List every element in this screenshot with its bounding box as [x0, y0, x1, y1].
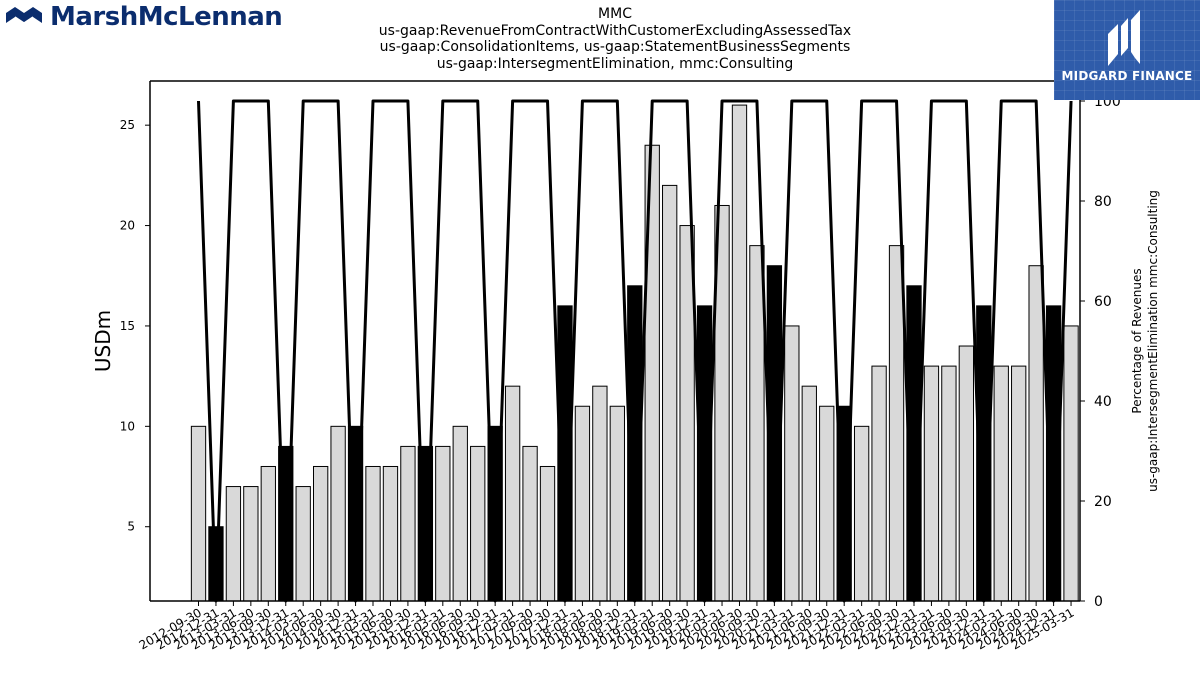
title-line: MMC: [598, 6, 632, 22]
y-axis-label: USDm: [91, 310, 115, 372]
title-line: us-gaap:RevenueFromContractWithCustomerE…: [378, 22, 852, 39]
bar: [260, 465, 276, 602]
bar: [330, 425, 346, 602]
y-tick-label: 5: [127, 520, 135, 534]
y-tick-label: 10: [120, 419, 135, 433]
y2-tick-label: 80: [1094, 194, 1112, 210]
bar: [941, 365, 957, 602]
bar: [225, 486, 242, 602]
bar: [1011, 365, 1027, 602]
bar: [243, 486, 259, 602]
bar: [958, 345, 975, 602]
midgard-finance-logo: MIDGARD FINANCE: [1054, 0, 1200, 100]
y2-axis-label: us-gaap:IntersegmentElimination mmc:Cons…: [1146, 190, 1160, 492]
bar: [819, 405, 835, 602]
bar: [853, 425, 870, 602]
marsh-mclennan-logo: MarshMcLennan: [4, 2, 283, 32]
title-line: us-gaap:ConsolidationItems, us-gaap:Stat…: [379, 39, 851, 55]
bar: [574, 405, 591, 602]
chart-title: MMC us-gaap:RevenueFromContractWithCusto…: [330, 6, 900, 72]
bar: [784, 325, 800, 602]
bar: [470, 445, 486, 602]
bar: [993, 365, 1009, 602]
midgard-brand-text: MIDGARD FINANCE: [1061, 69, 1193, 83]
mmc-logo-icon: [6, 7, 42, 24]
bar: [592, 385, 608, 602]
bar: [749, 245, 765, 602]
bar: [435, 445, 451, 602]
y-tick-label: 20: [120, 219, 135, 233]
bar: [923, 365, 940, 602]
bar: [504, 385, 521, 602]
bar: [888, 245, 905, 602]
bar: [400, 445, 416, 602]
midgard-m-icon: [1108, 10, 1140, 66]
bar: [1063, 325, 1079, 602]
y2-tick-label: 40: [1094, 394, 1112, 410]
brand-name: MarshMcLennan: [50, 2, 283, 32]
bar: [295, 486, 311, 602]
y2-axis-label: Percentage of Revenues: [1130, 268, 1144, 413]
y2-tick-label: 60: [1094, 294, 1112, 310]
y-tick-label: 15: [120, 319, 135, 333]
bar: [190, 425, 207, 602]
bar: [731, 104, 748, 602]
y-tick-label: 25: [120, 118, 135, 132]
title-line: us-gaap:IntersegmentElimination, mmc:Con…: [436, 55, 794, 72]
bar: [365, 465, 381, 602]
bar: [452, 425, 468, 602]
bar: [1028, 265, 1044, 602]
bar: [522, 445, 538, 602]
y2-tick-label: 0: [1094, 594, 1103, 610]
bar: [662, 184, 678, 602]
bar: [313, 465, 329, 602]
bar: [871, 365, 887, 602]
bar: [382, 465, 399, 602]
y2-tick-label: 20: [1094, 494, 1112, 510]
bar: [609, 405, 625, 602]
bar: [801, 385, 817, 602]
bar: [539, 465, 556, 602]
